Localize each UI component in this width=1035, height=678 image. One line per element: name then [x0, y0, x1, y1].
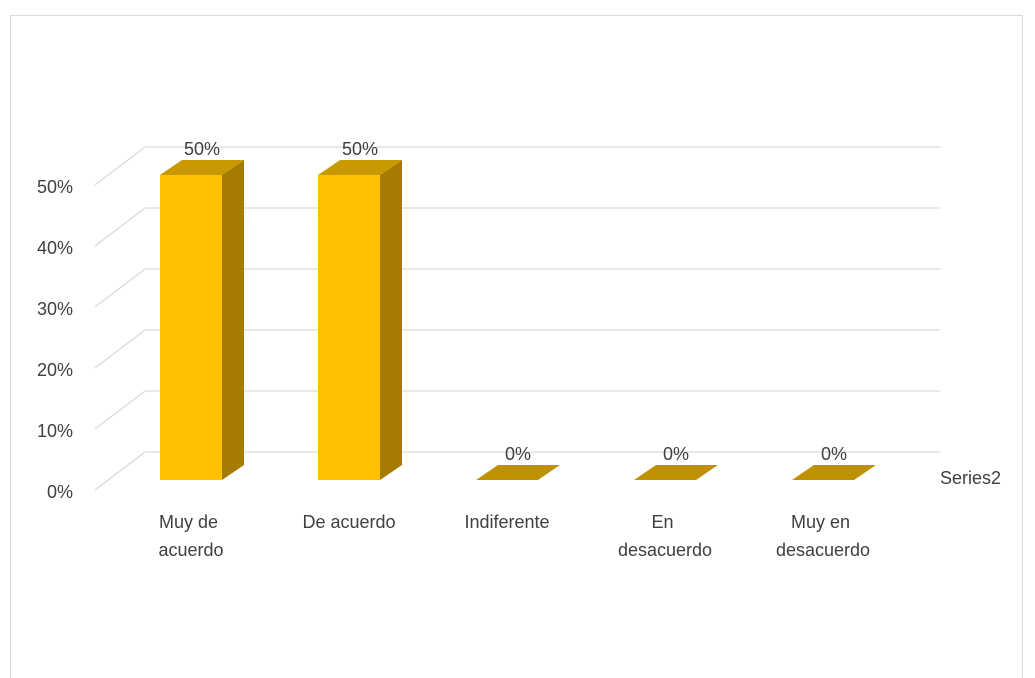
grid-line-side — [94, 268, 146, 308]
bar-front — [318, 175, 380, 480]
bar-top — [476, 465, 560, 480]
y-tick-label: 10% — [37, 421, 73, 441]
bar-front — [160, 175, 222, 480]
bar-top — [792, 465, 876, 480]
value-label: 50% — [342, 139, 378, 159]
bar-top — [634, 465, 718, 480]
grid-line-side — [94, 451, 146, 491]
x-tick-label: Muy en desacuerdo — [776, 512, 870, 560]
x-tick-label: En desacuerdo — [618, 512, 712, 560]
bar-top — [318, 160, 402, 175]
x-tick-label: Muy de acuerdo — [158, 512, 223, 560]
grid-line-side — [94, 329, 146, 369]
y-tick-label: 30% — [37, 299, 73, 319]
x-tick-label: Indiferente — [464, 512, 549, 532]
bar-side — [222, 160, 244, 480]
value-label: 50% — [184, 139, 220, 159]
value-label: 0% — [663, 444, 689, 464]
value-label: 0% — [821, 444, 847, 464]
bar-top — [160, 160, 244, 175]
y-tick-label: 50% — [37, 177, 73, 197]
grid-line-side — [94, 390, 146, 430]
x-tick-label: De acuerdo — [302, 512, 395, 532]
bar-side — [380, 160, 402, 480]
y-tick-label: 0% — [47, 482, 73, 502]
depth-axis-label: Series2 — [940, 468, 1001, 488]
grid-line-side — [94, 146, 146, 186]
grid-line-side — [94, 207, 146, 247]
y-tick-label: 40% — [37, 238, 73, 258]
value-label: 0% — [505, 444, 531, 464]
y-tick-label: 20% — [37, 360, 73, 380]
